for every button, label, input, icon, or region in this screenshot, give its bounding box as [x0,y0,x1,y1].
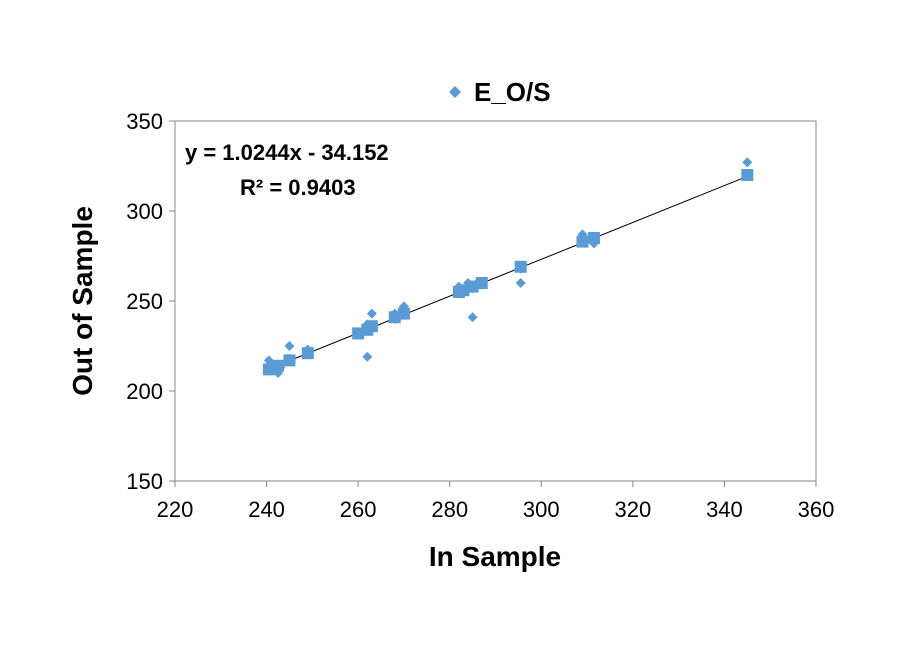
e-os-diamond-point [302,348,313,359]
e-os-series [263,157,753,378]
x-tick-label: 260 [340,497,377,522]
e-os-diamond-point [467,312,478,323]
e-os-diamond-point [588,233,599,243]
e-os-diamond-point [284,341,295,351]
e-os-diamond-point [588,238,599,249]
e-os-diamond-point [366,321,377,332]
e-os-diamond-point [515,263,526,274]
x-tick-label: 280 [431,497,468,522]
e-os-diamond-point [362,351,373,362]
legend-label: E_O/S [474,77,551,107]
y-tick-label: 250 [126,289,163,314]
y-tick-label: 300 [126,199,163,224]
x-tick-label: 340 [706,497,743,522]
trendline-equation: y = 1.0244x - 34.152 [185,140,389,165]
x-axis-title: In Sample [429,541,561,572]
x-axis: 220 240 260 280 300 320 340 360 [157,481,835,522]
y-tick-label: 350 [126,109,163,134]
y-axis-title: Out of Sample [67,206,98,396]
e-os-diamond-point [398,308,409,319]
plot-area [174,120,817,482]
x-tick-label: 360 [798,497,835,522]
y-tick-label: 150 [126,469,163,494]
y-axis: 150 200 250 300 350 [126,109,175,494]
e-os-diamond-point [389,314,400,324]
x-tick-label: 320 [614,497,651,522]
x-tick-label: 300 [523,497,560,522]
e-os-diamond-point [389,308,400,319]
trendline-r-squared: R² = 0.9403 [240,175,356,200]
e-os-diamond-point [742,157,753,168]
e-os-diamond-point [275,362,286,373]
fitted-square-point [741,169,754,181]
e-os-diamond-point [284,353,295,364]
x-tick-label: 240 [248,497,285,522]
y-tick-label: 200 [126,379,163,404]
legend-diamond-marker [449,86,461,98]
legend: E_O/S [449,77,551,107]
e-os-diamond-point [357,326,368,337]
x-tick-label: 220 [157,497,194,522]
e-os-diamond-point [476,279,487,290]
e-os-diamond-point [398,301,409,312]
trendline [268,175,748,370]
e-os-diamond-point [366,308,377,319]
e-os-diamond-point [515,278,526,288]
e-os-diamond-point [458,285,469,296]
e-os-diamond-point [577,233,588,243]
